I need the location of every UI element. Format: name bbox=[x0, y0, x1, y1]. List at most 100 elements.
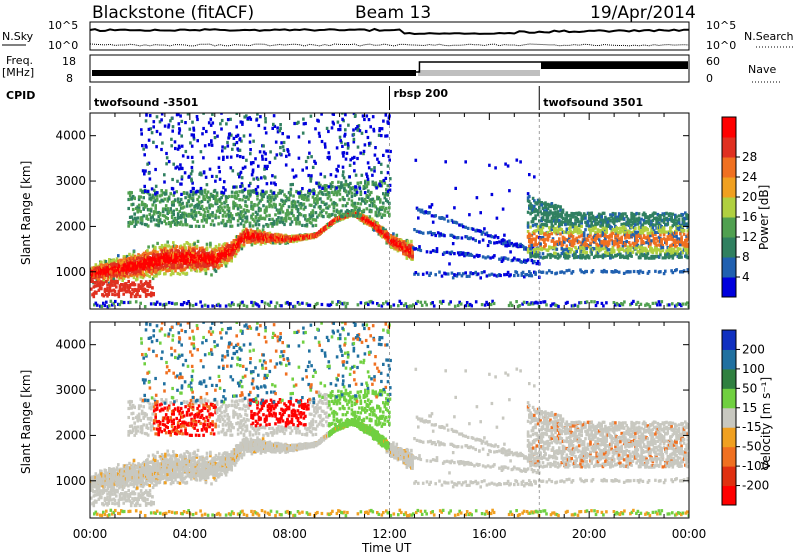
power-cell bbox=[373, 228, 376, 232]
power-cell bbox=[169, 245, 173, 249]
power-cell bbox=[286, 213, 289, 217]
power-cell bbox=[287, 196, 291, 200]
power-cell bbox=[195, 244, 199, 248]
power-cell bbox=[146, 217, 150, 221]
power-cell bbox=[287, 212, 291, 216]
power-cell bbox=[172, 209, 175, 213]
power-cell bbox=[127, 221, 130, 225]
power-cell bbox=[269, 189, 273, 193]
nave-band-2 bbox=[418, 70, 540, 76]
power-cell bbox=[220, 206, 223, 210]
power-cell bbox=[142, 202, 145, 206]
power-cell bbox=[185, 201, 189, 205]
power-cell bbox=[278, 211, 282, 215]
power-cell bbox=[293, 202, 297, 206]
power-cell bbox=[193, 191, 196, 195]
power-cell bbox=[191, 190, 195, 194]
power-cell bbox=[355, 187, 358, 191]
power-cell bbox=[200, 192, 204, 196]
power-cell bbox=[320, 210, 324, 214]
power-cell bbox=[271, 241, 275, 245]
station-title: Blackstone (fitACF) bbox=[92, 3, 254, 23]
power-cell bbox=[186, 256, 190, 260]
power-cell bbox=[149, 216, 153, 220]
power-cell bbox=[289, 222, 292, 226]
power-cell bbox=[319, 211, 322, 215]
power-cell bbox=[112, 258, 116, 262]
power-cell bbox=[202, 216, 205, 220]
power-cell bbox=[317, 181, 321, 185]
power-cell bbox=[181, 263, 184, 268]
power-cell bbox=[140, 200, 144, 204]
power-cell bbox=[385, 241, 388, 245]
power-cell bbox=[236, 212, 240, 216]
power-cell bbox=[238, 216, 241, 220]
power-cell bbox=[206, 261, 210, 265]
power-cell bbox=[337, 189, 340, 194]
power-cell bbox=[143, 203, 147, 207]
power-cell bbox=[175, 245, 178, 249]
power-cell bbox=[211, 219, 214, 223]
power-cell bbox=[250, 204, 253, 208]
power-cell bbox=[131, 202, 135, 206]
power-cell bbox=[154, 245, 157, 249]
power-cell bbox=[121, 261, 124, 265]
power-cell bbox=[127, 191, 130, 195]
power-cell bbox=[278, 189, 282, 193]
power-cell bbox=[248, 224, 252, 228]
power-cell bbox=[170, 210, 174, 214]
power-cell bbox=[226, 212, 229, 216]
power-cell bbox=[209, 243, 212, 247]
power-cell bbox=[310, 189, 313, 193]
power-cell bbox=[209, 193, 213, 197]
power-cell bbox=[214, 199, 217, 203]
power-cell bbox=[325, 192, 328, 197]
power-cell bbox=[359, 192, 363, 196]
power-cell bbox=[154, 204, 157, 208]
power-cell bbox=[257, 216, 261, 220]
power-cell bbox=[151, 215, 154, 219]
power-cell bbox=[361, 210, 364, 214]
power-cell bbox=[131, 195, 135, 199]
power-cell bbox=[392, 232, 395, 236]
freq-unit-label: [MHz] bbox=[2, 66, 34, 79]
power-cell bbox=[175, 219, 178, 223]
power-cell bbox=[337, 210, 340, 215]
power-cell bbox=[392, 235, 395, 239]
power-cell bbox=[191, 210, 195, 214]
power-cell bbox=[202, 208, 205, 212]
power-cell bbox=[160, 198, 163, 202]
power-cell bbox=[296, 214, 300, 219]
power-cell bbox=[136, 220, 139, 224]
power-cell bbox=[178, 209, 181, 213]
power-cell bbox=[275, 194, 279, 198]
power-cell bbox=[241, 190, 244, 194]
power-cell bbox=[123, 273, 127, 277]
power-cell bbox=[298, 195, 301, 199]
power-cell bbox=[161, 207, 165, 211]
power-cell bbox=[261, 228, 265, 232]
power-cell bbox=[194, 203, 198, 208]
power-cell bbox=[232, 217, 235, 221]
noise-tick-right-bottom: 10^0 bbox=[706, 39, 736, 52]
power-cell bbox=[295, 189, 298, 194]
power-cell bbox=[248, 194, 252, 198]
power-cell bbox=[188, 204, 192, 208]
power-cell bbox=[326, 196, 330, 200]
power-cell bbox=[194, 214, 198, 218]
power-cell bbox=[269, 203, 273, 207]
power-cell bbox=[233, 202, 237, 206]
power-cell bbox=[161, 209, 165, 214]
power-cell bbox=[325, 184, 328, 188]
power-cell bbox=[151, 244, 155, 248]
power-cell bbox=[227, 209, 231, 213]
power-cell bbox=[137, 208, 141, 212]
power-cell bbox=[157, 214, 160, 219]
power-cell bbox=[242, 194, 246, 198]
power-cell bbox=[289, 191, 292, 195]
power-cell bbox=[212, 264, 215, 269]
power-cell bbox=[181, 214, 184, 218]
power-cell bbox=[250, 200, 253, 205]
power-cell bbox=[265, 207, 268, 211]
power-cell bbox=[304, 224, 307, 228]
